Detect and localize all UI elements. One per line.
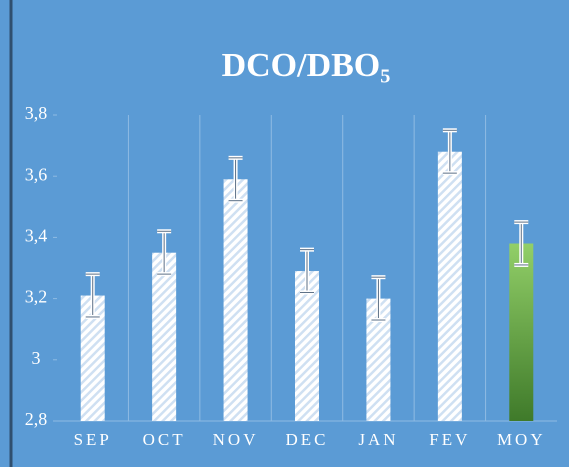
y-tick-label: 3 (32, 348, 41, 368)
x-tick-label: DEC (286, 430, 329, 449)
bar (223, 179, 248, 421)
y-tick-label: 3,6 (25, 164, 48, 184)
bar (295, 271, 319, 421)
error-bar (514, 220, 529, 267)
y-tick-label: 3,8 (25, 103, 48, 123)
error-bar (300, 247, 314, 295)
x-tick-label: MOY (497, 430, 546, 449)
x-tick-label: NOV (213, 430, 259, 449)
y-tick-label: 3,2 (25, 287, 48, 307)
error-bar (228, 155, 243, 203)
error-bar (85, 272, 100, 319)
bar (509, 243, 534, 421)
x-tick-label: OCT (143, 430, 186, 449)
x-tick-label: JAN (358, 430, 398, 449)
error-bar (442, 128, 457, 176)
x-tick-label: SEP (74, 430, 112, 449)
error-bar (157, 229, 172, 277)
error-bar (371, 275, 386, 323)
chart-title: DCO/DBO₅ (222, 47, 391, 84)
y-tick-label: 3,4 (25, 226, 48, 246)
bar (437, 151, 462, 421)
bar (152, 252, 177, 421)
y-tick-label: 2,8 (25, 409, 48, 429)
x-tick-label: FEV (429, 430, 470, 449)
